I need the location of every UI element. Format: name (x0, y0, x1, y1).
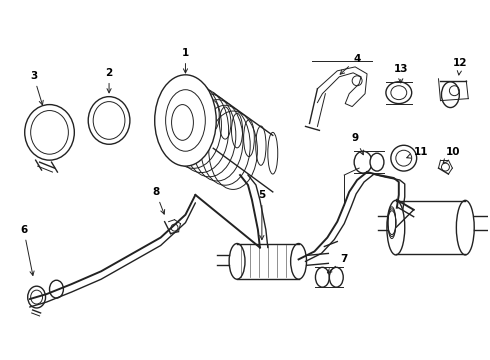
Text: 6: 6 (20, 225, 34, 275)
Text: 13: 13 (393, 64, 408, 83)
Ellipse shape (391, 145, 416, 171)
Text: 2: 2 (105, 68, 113, 93)
Text: 11: 11 (407, 147, 428, 158)
Text: 9: 9 (352, 133, 364, 155)
Text: 1: 1 (182, 48, 189, 73)
Ellipse shape (291, 243, 307, 279)
Ellipse shape (88, 96, 130, 144)
Ellipse shape (354, 151, 372, 173)
Ellipse shape (28, 286, 46, 308)
Ellipse shape (387, 201, 405, 255)
Text: 4: 4 (340, 54, 361, 74)
Ellipse shape (155, 75, 216, 166)
Ellipse shape (441, 82, 459, 108)
Ellipse shape (229, 243, 245, 279)
Text: 8: 8 (152, 187, 165, 214)
Text: 7: 7 (327, 255, 348, 273)
Text: 3: 3 (30, 71, 43, 105)
Ellipse shape (24, 105, 74, 160)
Ellipse shape (370, 153, 384, 171)
Ellipse shape (456, 201, 474, 255)
Text: 5: 5 (258, 190, 266, 240)
Ellipse shape (329, 267, 343, 287)
Ellipse shape (386, 82, 412, 104)
Text: 10: 10 (443, 147, 461, 163)
Ellipse shape (316, 267, 329, 287)
Text: 12: 12 (453, 58, 467, 75)
